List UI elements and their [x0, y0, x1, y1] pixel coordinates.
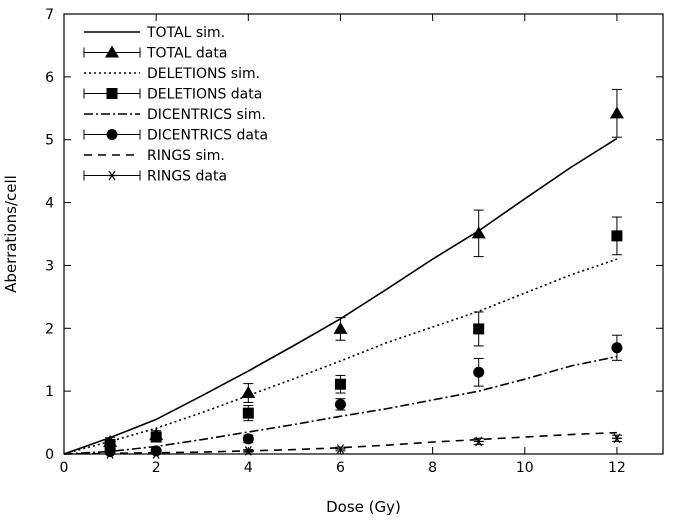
- y-tick-label: 2: [45, 321, 54, 337]
- legend-marker: [106, 88, 118, 99]
- x-tick-label: 2: [152, 460, 161, 476]
- x-tick-label: 4: [244, 460, 253, 476]
- series-deletions-sim: [63, 258, 618, 455]
- data-point: [473, 323, 485, 335]
- legend-marker: [106, 129, 118, 140]
- data-point: [611, 342, 623, 354]
- y-tick-label: 7: [45, 7, 54, 23]
- series-line: [63, 258, 618, 455]
- y-tick-label: 0: [45, 447, 54, 463]
- data-point: [241, 386, 256, 399]
- legend-entry: DELETIONS data: [83, 87, 262, 103]
- data-point: [609, 106, 624, 119]
- legend-label: RINGS sim.: [147, 148, 225, 164]
- legend-label: DICENTRICS data: [147, 128, 268, 144]
- x-axis-label: Dose (Gy): [326, 498, 401, 516]
- data-point: [611, 230, 623, 242]
- legend-entry: DICENTRICS data: [83, 128, 268, 144]
- y-tick-label: 1: [45, 384, 54, 400]
- series-deletions-data: [104, 216, 623, 451]
- legend-label: DICENTRICS sim.: [147, 107, 266, 123]
- data-point: [473, 366, 485, 378]
- data-point: [334, 378, 346, 390]
- data-point: [150, 431, 162, 443]
- x-tick-label: 12: [608, 460, 626, 476]
- x-tick-label: 10: [516, 460, 534, 476]
- data-point: [473, 436, 484, 447]
- data-point: [242, 433, 254, 445]
- legend-label: RINGS data: [147, 169, 227, 185]
- series-dicentrics-data: [104, 334, 623, 457]
- data-point: [334, 398, 346, 410]
- y-tick-label: 6: [45, 70, 54, 86]
- y-tick-label: 5: [45, 133, 54, 149]
- legend-entry: DELETIONS sim.: [84, 66, 260, 82]
- legend-entry: DICENTRICS sim.: [84, 107, 266, 123]
- x-tick-label: 0: [60, 460, 69, 476]
- legend: TOTAL sim. TOTAL data DELETIONS sim. DELETI…: [83, 25, 268, 185]
- data-point: [333, 321, 348, 334]
- data-point: [242, 407, 254, 419]
- legend-label: DELETIONS data: [147, 87, 262, 103]
- y-tick-label: 3: [45, 258, 54, 274]
- legend-marker: [107, 170, 117, 181]
- y-tick-label: 4: [45, 196, 54, 212]
- data-point: [104, 445, 116, 457]
- legend-label: DELETIONS sim.: [147, 66, 260, 82]
- data-point: [611, 433, 622, 444]
- legend-entry: TOTAL sim.: [84, 25, 225, 41]
- data-point: [104, 439, 116, 451]
- legend-label: TOTAL data: [146, 46, 227, 62]
- legend-entry: RINGS data: [83, 169, 227, 185]
- legend-entry: RINGS sim.: [84, 148, 225, 164]
- plot-area: [63, 88, 624, 459]
- x-tick-label: 8: [428, 460, 437, 476]
- x-tick-label: 6: [336, 460, 345, 476]
- data-point: [471, 226, 486, 239]
- legend-marker: [105, 45, 119, 58]
- legend-label: TOTAL sim.: [146, 25, 225, 41]
- y-axis-label: Aberrations/cell: [2, 175, 20, 293]
- legend-entry: TOTAL data: [83, 45, 227, 62]
- plot-frame: [63, 13, 664, 455]
